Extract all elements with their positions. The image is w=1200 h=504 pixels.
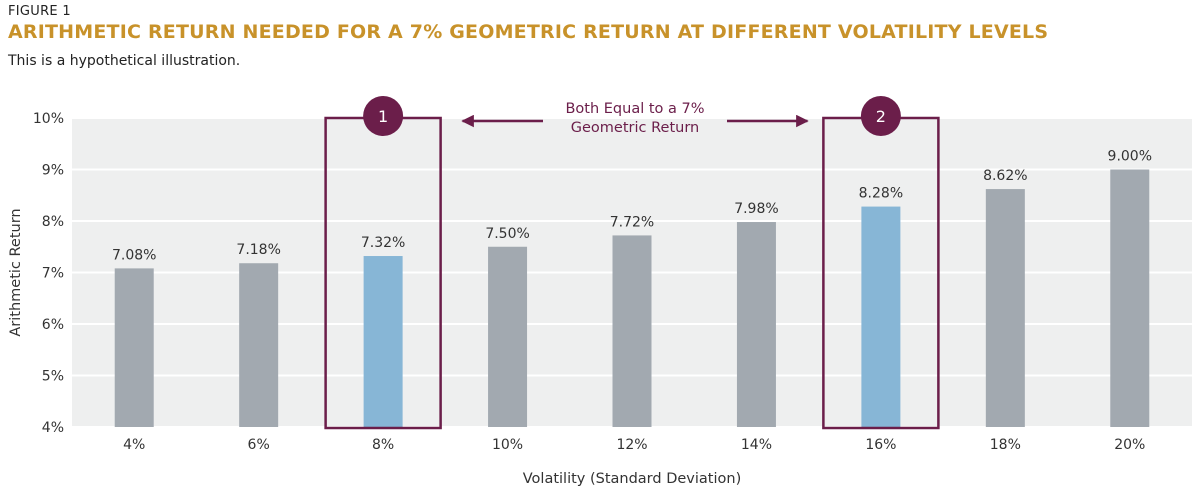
- data-label: 7.18%: [236, 242, 280, 258]
- x-tick-label: 18%: [990, 437, 1021, 453]
- bar: [861, 206, 901, 427]
- badge-circle: [363, 96, 404, 136]
- y-axis-title: Arithmetic Return: [8, 208, 24, 336]
- x-tick-label: 6%: [248, 437, 270, 453]
- annotation-text-line1: Both Equal to a 7%: [565, 101, 704, 117]
- annotation-text-line2: Geometric Return: [571, 120, 699, 136]
- y-tick-label: 4%: [42, 420, 64, 436]
- figure-label: FIGURE 1: [8, 4, 71, 19]
- x-tick-label: 16%: [865, 437, 896, 453]
- data-label: 7.50%: [485, 226, 529, 242]
- x-tick-label: 12%: [616, 437, 647, 453]
- badge-number: 2: [876, 107, 886, 126]
- x-tick-label: 14%: [741, 437, 772, 453]
- x-axis-title: Volatility (Standard Deviation): [523, 471, 741, 487]
- bar: [985, 189, 1025, 427]
- chart-title: ARITHMETIC RETURN NEEDED FOR A 7% GEOMET…: [8, 21, 1049, 43]
- bar: [612, 235, 652, 427]
- data-label: 7.32%: [361, 235, 405, 251]
- y-tick-label: 7%: [42, 266, 64, 282]
- bar: [736, 222, 776, 427]
- annotations: Both Equal to a 7% Geometric Return 1 2: [324, 96, 940, 430]
- y-tick-label: 5%: [42, 369, 64, 385]
- x-axis-ticks: 4% 6% 8% 10% 12% 14% 16% 18% 20%: [123, 437, 1145, 453]
- x-tick-label: 20%: [1114, 437, 1145, 453]
- bar: [239, 263, 279, 427]
- data-labels: 7.08% 7.18% 7.32% 7.50% 7.72% 7.98% 8.28% 8.62%…: [112, 149, 1152, 264]
- y-tick-label: 8%: [42, 214, 64, 230]
- x-tick-label: 4%: [123, 437, 145, 453]
- y-tick-label: 6%: [42, 317, 64, 333]
- data-label: 8.62%: [983, 168, 1027, 184]
- bars: [114, 169, 1150, 427]
- data-label: 7.98%: [734, 201, 778, 217]
- data-label: 7.08%: [112, 247, 156, 263]
- data-label: 9.00%: [1108, 149, 1152, 165]
- bar: [488, 246, 528, 427]
- x-tick-label: 10%: [492, 437, 523, 453]
- chart-subtitle: This is a hypothetical illustration.: [8, 53, 241, 69]
- y-axis-ticks: 4% 5% 6% 7% 8% 9% 10%: [33, 111, 64, 436]
- bar: [1110, 169, 1150, 427]
- badge-number: 1: [378, 107, 388, 126]
- bar: [363, 256, 403, 427]
- bar: [114, 268, 154, 427]
- badge-circle: [860, 96, 901, 136]
- data-label: 7.72%: [610, 214, 654, 230]
- data-label: 8.28%: [859, 186, 903, 202]
- y-tick-label: 9%: [42, 163, 64, 179]
- x-tick-label: 8%: [372, 437, 394, 453]
- y-tick-label: 10%: [33, 111, 64, 127]
